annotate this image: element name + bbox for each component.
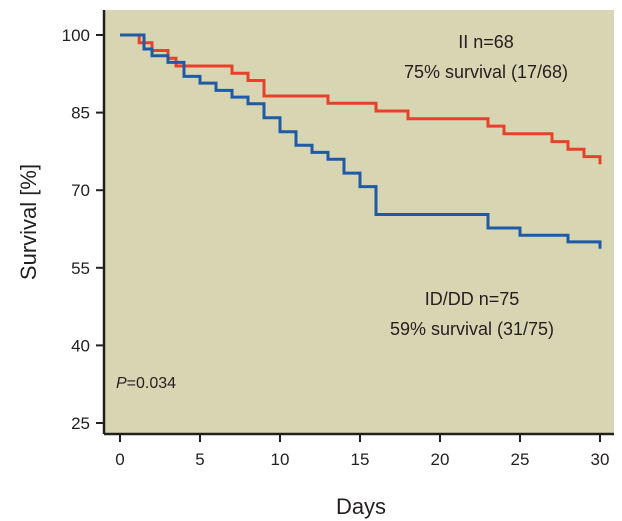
plot-background	[104, 10, 614, 434]
series-ii-annotation-survival: 75% survival (17/68)	[404, 62, 568, 82]
y-axis-title: Survival [%]	[16, 164, 41, 280]
p-value-label: P=0.034	[116, 375, 176, 392]
x-tick-label: 20	[431, 450, 450, 469]
y-tick-label: 40	[71, 336, 90, 355]
x-tick-label: 0	[115, 450, 124, 469]
series-line-id-dd	[120, 33, 602, 249]
x-tick-label: 10	[271, 450, 290, 469]
y-tick-label: 85	[71, 104, 90, 123]
series-line-ii	[120, 33, 602, 165]
series-ii-annotation-count: II n=68	[458, 32, 514, 52]
series-layer	[120, 33, 602, 249]
x-tick-label: 30	[591, 450, 610, 469]
y-tick-label: 70	[71, 181, 90, 200]
x-axis-title: Days	[336, 494, 386, 519]
ticks-layer: 0 5 10 15 20 25 30 25 40 55 70 85 100	[62, 26, 610, 469]
x-tick-label: 15	[351, 450, 370, 469]
series-id-dd-annotation-count: ID/DD n=75	[425, 289, 520, 309]
series-id-dd-annotation-survival: 59% survival (31/75)	[390, 319, 554, 339]
p-value-symbol: P	[116, 375, 127, 392]
x-tick-label: 5	[195, 450, 204, 469]
y-tick-label: 100	[62, 26, 90, 45]
y-tick-label: 25	[71, 414, 90, 433]
p-value-number: =0.034	[127, 375, 176, 392]
y-tick-label: 55	[71, 259, 90, 278]
x-tick-label: 25	[511, 450, 530, 469]
